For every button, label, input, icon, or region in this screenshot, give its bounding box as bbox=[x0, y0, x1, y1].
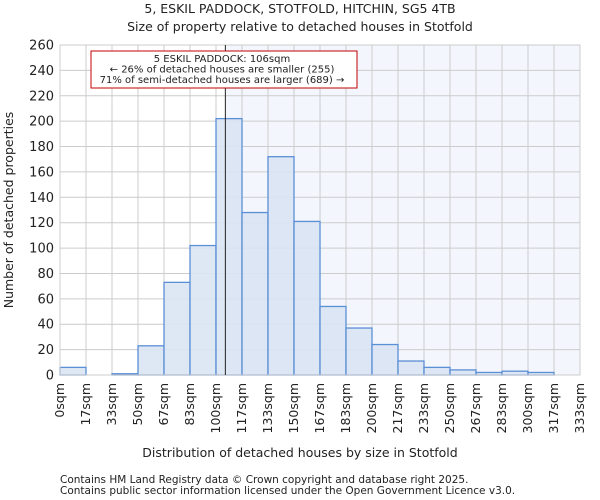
y-tick-label: 80 bbox=[37, 267, 54, 282]
x-tick-label: 183sqm bbox=[338, 383, 353, 433]
histogram-bar bbox=[319, 305, 347, 376]
x-tick-label: 250sqm bbox=[442, 383, 457, 433]
x-tick-label: 33sqm bbox=[104, 383, 119, 426]
histogram-bar bbox=[293, 220, 321, 376]
y-tick-label: 120 bbox=[29, 216, 54, 231]
chart-title: 5, ESKIL PADDOCK, STOTFOLD, HITCHIN, SG5… bbox=[144, 1, 455, 16]
histogram-bar bbox=[267, 156, 295, 376]
x-tick-label: 267sqm bbox=[468, 383, 483, 433]
y-tick-label: 160 bbox=[29, 165, 54, 180]
x-tick-label: 50sqm bbox=[130, 383, 145, 426]
x-axis-label: Distribution of detached houses by size … bbox=[142, 445, 457, 460]
x-tick-label: 167sqm bbox=[312, 383, 327, 433]
x-tick-label: 283sqm bbox=[494, 383, 509, 433]
histogram-bar bbox=[241, 211, 269, 376]
histogram-bar bbox=[397, 360, 425, 376]
y-tick-label: 240 bbox=[29, 64, 54, 79]
annotation-line3: 71% of semi-detached houses are larger (… bbox=[100, 75, 345, 86]
annotation-line2: ← 26% of detached houses are smaller (25… bbox=[110, 65, 335, 76]
footer-line-1: Contains HM Land Registry data © Crown c… bbox=[60, 474, 468, 486]
y-tick-label: 0 bbox=[46, 369, 54, 384]
x-tick-label: 117sqm bbox=[234, 383, 249, 433]
y-tick-label: 100 bbox=[29, 242, 54, 257]
y-tick-label: 60 bbox=[37, 292, 54, 307]
annotation-box bbox=[90, 50, 358, 89]
chart-subtitle: Size of property relative to detached ho… bbox=[127, 19, 473, 34]
y-tick-label: 220 bbox=[29, 89, 54, 104]
x-tick-label: 17sqm bbox=[78, 383, 93, 426]
x-tick-label: 200sqm bbox=[364, 383, 379, 433]
histogram-bar bbox=[423, 366, 451, 376]
histogram-bar bbox=[59, 366, 87, 376]
y-tick-label: 140 bbox=[29, 191, 54, 206]
histogram-bar bbox=[163, 281, 191, 376]
x-tick-label: 150sqm bbox=[286, 383, 301, 433]
x-tick-label: 0sqm bbox=[52, 383, 67, 418]
histogram-bar bbox=[137, 345, 165, 376]
histogram-bar bbox=[345, 327, 373, 376]
y-tick-label: 40 bbox=[37, 318, 54, 333]
x-tick-label: 100sqm bbox=[208, 383, 223, 433]
y-tick-label: 180 bbox=[29, 140, 54, 155]
plot-frame bbox=[59, 44, 581, 376]
x-tick-label: 83sqm bbox=[182, 383, 197, 426]
x-tick-label: 133sqm bbox=[260, 383, 275, 433]
footer-line-2: Contains public sector information licen… bbox=[60, 485, 515, 497]
x-tick-label: 217sqm bbox=[390, 383, 405, 433]
y-tick-label: 200 bbox=[29, 115, 54, 130]
annotation-line1: 5 ESKIL PADDOCK: 106sqm bbox=[154, 54, 290, 65]
histogram-bar bbox=[371, 343, 399, 376]
x-tick-label: 333sqm bbox=[572, 383, 587, 433]
y-axis-label: Number of detached properties bbox=[1, 112, 16, 309]
y-tick-label: 20 bbox=[37, 343, 54, 358]
x-tick-label: 233sqm bbox=[416, 383, 431, 433]
x-tick-label: 67sqm bbox=[156, 383, 171, 426]
histogram-bar bbox=[189, 244, 217, 376]
histogram-bar bbox=[449, 369, 477, 376]
x-tick-label: 300sqm bbox=[520, 383, 535, 433]
x-tick-label: 317sqm bbox=[546, 383, 561, 433]
histogram-bar bbox=[501, 370, 529, 376]
y-tick-label: 260 bbox=[29, 39, 54, 54]
histogram-bar bbox=[215, 117, 243, 376]
